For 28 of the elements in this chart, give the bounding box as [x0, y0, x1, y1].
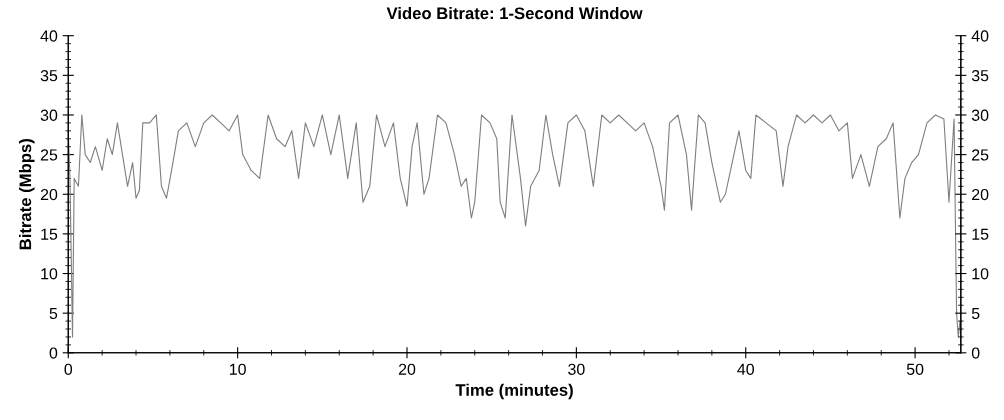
y-tick-label: 5 [49, 307, 58, 320]
y-tick-label: 10 [41, 268, 58, 280]
line-series [68, 114, 961, 338]
x-tick-label: 50 [906, 363, 924, 375]
y2-tick-label: 20 [972, 188, 989, 201]
y2-tick-label: 30 [971, 109, 989, 121]
y-tick-label: 25 [40, 149, 58, 161]
y-tick-label: 15 [41, 228, 58, 240]
y2-tick-label: 10 [972, 268, 989, 280]
y2-tick-label: 40 [971, 30, 989, 42]
y2-tick-label: 25 [972, 149, 989, 161]
chart-title: Video Bitrate: 1-Second Window [386, 6, 643, 20]
x-axis-title: Time (minutes) [455, 383, 573, 400]
y-tick-label: 20 [40, 188, 58, 201]
x-tick-label: 30 [568, 363, 585, 375]
x-tick-label: 10 [229, 363, 246, 375]
y2-tick-label: 15 [972, 228, 989, 240]
y-tick-label: 30 [40, 109, 58, 121]
y-tick-label: 0 [49, 347, 58, 359]
x-tick-label: 20 [398, 363, 416, 375]
y-tick-label: 40 [40, 30, 58, 42]
x-tick-label: 0 [64, 363, 73, 375]
y-tick-label: 35 [40, 69, 58, 82]
y2-tick-label: 5 [971, 307, 980, 320]
y2-tick-label: 0 [971, 347, 980, 359]
y2-tick-label: 35 [971, 69, 989, 82]
y-axis-title: Bitrate (Mbps) [19, 139, 35, 250]
x-tick-label: 40 [737, 363, 754, 375]
